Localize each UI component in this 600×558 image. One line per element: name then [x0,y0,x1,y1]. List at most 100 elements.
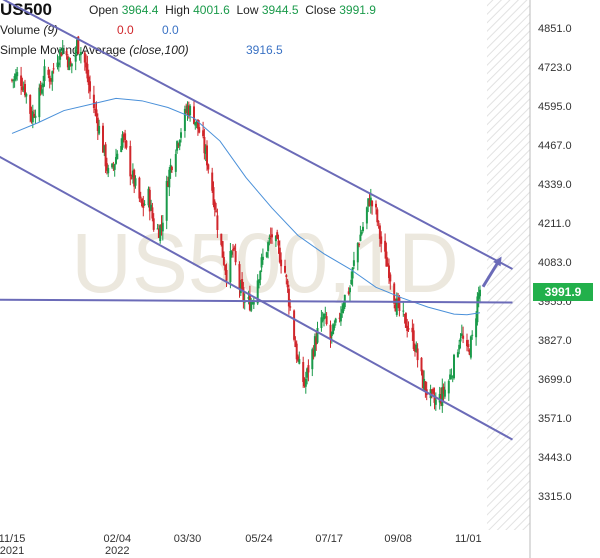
candle-body [350,279,353,285]
candle-body [206,145,208,166]
candle-body [103,145,106,153]
candle-body [277,240,280,246]
candle-body [51,71,54,82]
candle-body [287,288,290,307]
candle-body [56,62,59,68]
trendline [0,155,513,441]
candle-body [434,399,437,405]
candle-body [371,200,374,207]
close-value: 3991.9 [339,3,376,17]
candle-body [256,280,259,304]
candle-body [284,265,286,273]
candle-body [89,81,91,92]
future-area [487,0,530,530]
candle-body [177,143,180,146]
candle-body [329,324,332,340]
candle-body [306,368,309,378]
candle-body [139,196,142,198]
candle-body [50,78,52,82]
candle-body [471,334,474,336]
candle-body [394,304,397,312]
candle-body [24,83,26,96]
candle-body [92,94,95,109]
candle-body [267,242,270,252]
x-tick-year: 2022 [105,545,129,557]
candle-body [352,260,355,266]
candle-body [238,264,241,290]
candle-body [85,62,88,68]
candle-body [131,170,134,178]
candle-body [302,362,305,383]
candle-body [165,180,168,221]
candle-body [442,386,445,394]
y-tick-label: 4467.0 [538,140,572,152]
candle-body [432,388,435,394]
candle-body [459,338,462,342]
candle-body [20,75,23,87]
candle-body [222,257,225,265]
candle-body [104,144,107,167]
candle-body [398,297,401,311]
candle-body [211,172,214,191]
low-label: Low [236,3,259,17]
candle-body [466,340,468,347]
candle-body [176,141,179,151]
candle-body [356,243,359,263]
candle-body [31,111,34,123]
candle-body [230,251,233,255]
candle-body [430,389,433,391]
candle-body [265,252,268,257]
candle-body [112,165,115,167]
open-label: Open [89,3,119,17]
candle-body [52,68,55,70]
candle-body [156,228,159,230]
candle-body [234,251,237,263]
candle-body [122,134,125,137]
candle-body [60,52,63,57]
candle-body [268,237,271,240]
candle-body [124,133,127,141]
candle-body [416,348,419,361]
candle-body [65,51,68,56]
y-tick-label: 3443.0 [538,452,572,464]
candle-body [215,210,218,212]
candle-body [341,309,344,313]
candle-body [316,328,319,343]
trendline [0,298,513,304]
candle-body [307,365,310,373]
candle-body [161,222,164,232]
candle-body [378,225,381,239]
candle-body [30,110,33,122]
candle-body [311,349,314,370]
candle-body [260,257,263,268]
candle-body [169,164,172,173]
candle-body [221,241,224,258]
low-value: 3944.5 [261,3,299,17]
candle-body [339,313,342,322]
candle-body [69,61,72,66]
candle-body [402,310,405,312]
candle-body [453,354,455,379]
candle-body [358,244,361,246]
candle-body [320,317,323,328]
candle-body [449,374,452,380]
candle-body [115,157,117,164]
candle-body [79,51,82,56]
candle-body [460,333,463,336]
candle-body [395,298,398,315]
x-tick-label: 05/24 [245,533,273,545]
candle-body [403,314,406,316]
candle-body [376,209,379,223]
candle-body [248,294,251,311]
candle-body [129,145,132,177]
candle-body [304,379,307,387]
candle-body [25,93,28,97]
candle-body [239,282,242,294]
trendline [2,0,513,270]
candle-body [113,164,116,170]
candle-body [384,240,387,252]
candle-body [185,110,188,113]
candle-body [441,387,444,406]
candle-body [458,344,461,350]
